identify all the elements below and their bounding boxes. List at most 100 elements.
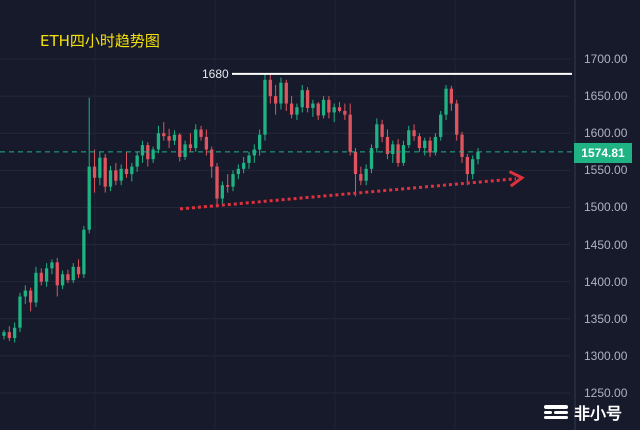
candle-body: [439, 114, 443, 137]
candle-body: [34, 272, 38, 303]
candle-body: [167, 136, 171, 141]
candle-body: [98, 157, 102, 178]
candle-body: [391, 144, 395, 155]
candle-body: [226, 185, 230, 187]
candle-body: [140, 145, 145, 156]
candle-body: [178, 134, 182, 157]
candle-body: [407, 130, 411, 146]
y-tick-label: 1250.00: [584, 386, 628, 400]
candle-body: [316, 103, 320, 116]
trendline-arrowhead: [508, 170, 525, 188]
watermark-text: 非小号: [574, 404, 623, 423]
candle-body: [13, 327, 17, 339]
y-tick-label: 1550.00: [584, 163, 628, 178]
candle-body: [242, 162, 246, 169]
candle-body: [44, 268, 49, 282]
candle-body: [55, 262, 59, 286]
y-tick-label: 1400.00: [584, 274, 628, 289]
candle-body: [28, 290, 33, 303]
candle-body: [385, 136, 390, 155]
candle-body: [7, 332, 11, 339]
candle-body: [311, 103, 315, 108]
candle-body: [92, 166, 97, 178]
candle-body: [295, 107, 299, 115]
y-tick-label: 1600.00: [584, 126, 628, 141]
candle-body: [273, 96, 278, 104]
candle-body: [60, 274, 65, 286]
candle-body: [428, 140, 432, 153]
y-tick-label: 1650.00: [584, 89, 628, 104]
candle-body: [369, 148, 374, 169]
candle-body: [188, 144, 193, 149]
candle-body: [375, 124, 379, 149]
candle-body: [423, 140, 427, 149]
candle-body: [433, 136, 438, 153]
chart-title: ETH四小时趋势图: [40, 32, 160, 50]
candle-body: [236, 168, 240, 175]
watermark: 非小号: [542, 400, 622, 424]
feixiaohao-logo-icon: [544, 405, 568, 419]
candle-body: [50, 262, 54, 269]
y-tick-label: 1450.00: [584, 237, 628, 252]
candle-body: [263, 79, 267, 135]
candle-body: [252, 149, 256, 156]
candle-body: [23, 290, 27, 297]
candle-body: [82, 229, 86, 275]
candle-body: [343, 110, 347, 115]
candle-body: [210, 149, 214, 167]
candle-body: [471, 159, 475, 175]
candle-body: [108, 170, 113, 187]
candle-body: [135, 155, 139, 167]
candle-body: [300, 90, 304, 108]
candle-body: [327, 99, 331, 113]
candle-body: [103, 157, 107, 187]
candle-body: [231, 174, 235, 187]
candle-body: [465, 156, 469, 175]
candle-body: [348, 114, 352, 152]
candle-body: [194, 129, 198, 149]
candle-body: [417, 136, 422, 149]
candle-body: [215, 166, 219, 199]
candle-body: [39, 272, 43, 282]
candle-body: [199, 129, 203, 137]
candle-body: [337, 107, 342, 111]
candle-body: [396, 144, 400, 163]
candle-body: [130, 166, 134, 175]
candle-body: [71, 266, 75, 281]
candle-body: [257, 134, 262, 150]
y-tick-label: 1500.00: [584, 200, 628, 215]
candle-body: [220, 185, 225, 199]
candle-body: [321, 99, 326, 116]
candle-body: [412, 130, 416, 137]
candle-body: [204, 136, 209, 150]
y-tick-label: 1300.00: [584, 348, 628, 363]
candle-body: [114, 170, 118, 181]
candle-body: [476, 151, 480, 160]
candle-body: [162, 133, 166, 137]
candle-body: [183, 144, 187, 157]
candle-body: [449, 88, 454, 104]
candle-body: [2, 332, 6, 336]
candle-body: [87, 166, 91, 230]
candle-body: [332, 107, 336, 113]
candle-body: [119, 168, 123, 181]
candle-body: [66, 274, 70, 281]
candle-body: [401, 145, 406, 163]
candle-body: [305, 90, 310, 108]
candle-body: [172, 134, 177, 141]
candle-body: [247, 155, 251, 163]
candle-body: [279, 82, 283, 104]
candle-body: [156, 133, 161, 150]
candle-body: [268, 79, 272, 97]
candle-body: [353, 151, 358, 175]
candle-body: [76, 266, 81, 275]
candle-body: [151, 149, 155, 160]
candle-body: [455, 103, 459, 135]
candle-body: [359, 174, 363, 181]
candle-body: [380, 124, 384, 137]
candle-body: [284, 82, 288, 104]
support-trendline: [179, 177, 517, 211]
candle-body: [124, 168, 129, 175]
